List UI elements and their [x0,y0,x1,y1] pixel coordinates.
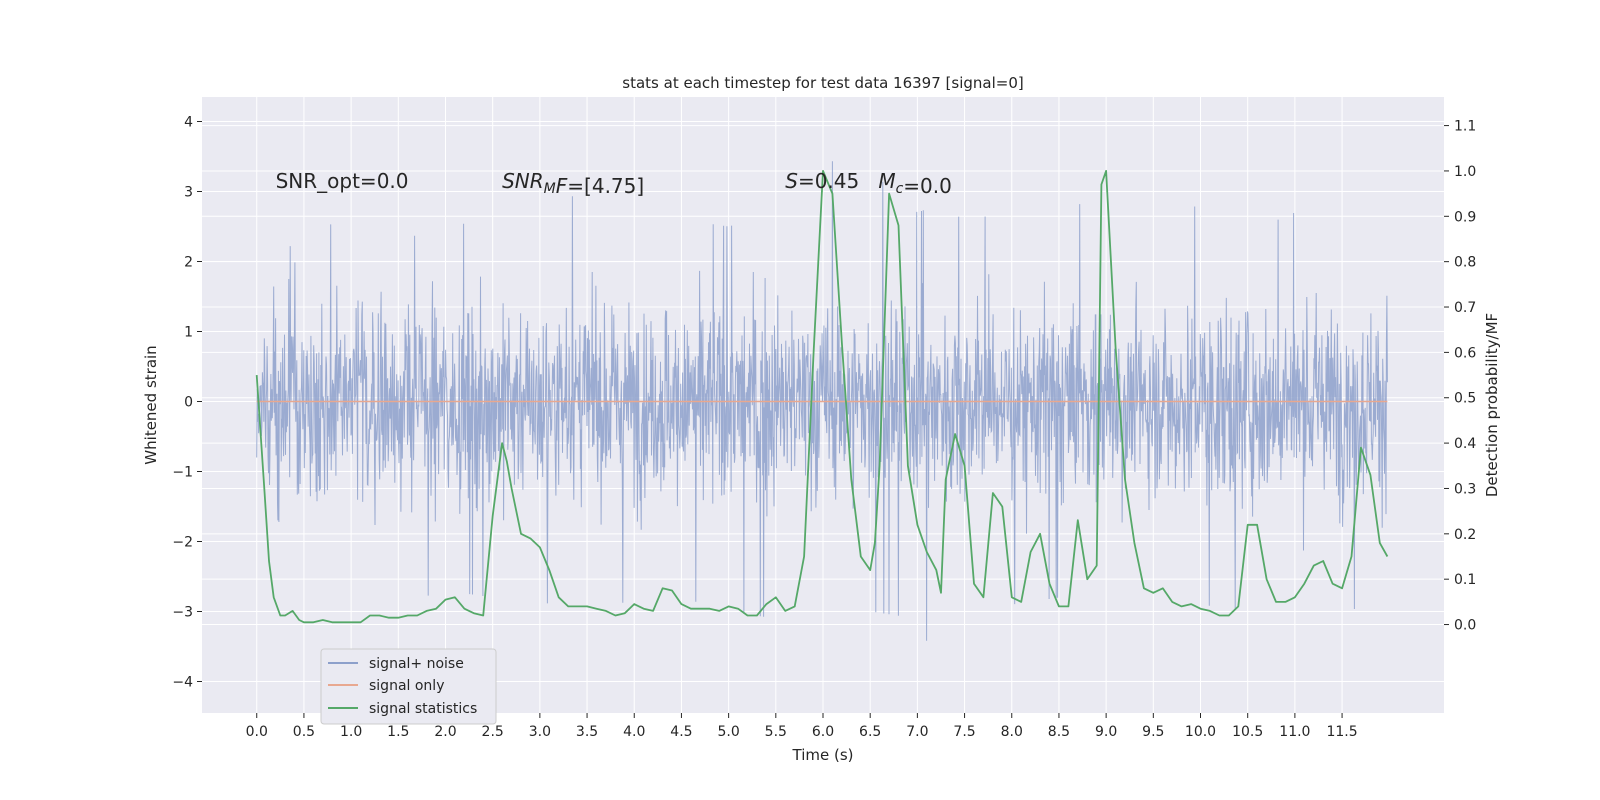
series-signal-noise [256,161,1388,641]
annotation-1: SNRMF=[4.75] [502,169,644,198]
x-axis-ticks: 0.0 0.5 1.0 1.5 2.0 2.5 3.0 3.5 4.0 4.5 5.0 5.5 6.0 6… [246,713,1358,740]
y2-tick-label: 0.5 [1454,391,1476,407]
y2-axis-label: Detection probability/MF [1483,313,1501,497]
y-tick-label: 4 [184,115,193,131]
x-tick-label: 1.5 [387,724,409,740]
y2-axis-ticks: 0.0 0.1 0.2 0.3 0.4 0.5 0.6 0.7 0.8 0.9 1.0 1.1 [1444,119,1476,634]
y2-tick-label: 0.1 [1454,572,1476,588]
y2-tick-label: 1.0 [1454,164,1476,180]
x-tick-label: 3.5 [576,724,598,740]
signal-noise-trace [256,161,1388,641]
y-tick-label: −1 [172,465,193,481]
chart-title: stats at each timestep for test data 163… [622,74,1023,92]
y2-tick-label: 0.0 [1454,618,1476,634]
x-tick-label: 4.0 [623,724,645,740]
plot-content [255,161,1389,641]
x-tick-label: 9.5 [1142,724,1164,740]
y2-tick-label: 0.3 [1454,481,1476,497]
y-tick-label: 0 [184,395,193,411]
annotation-part: c [896,181,904,197]
y2-tick-label: 0.4 [1454,436,1476,452]
legend-label-signal-statistics: signal statistics [369,701,477,717]
y2-tick-label: 0.6 [1454,345,1476,361]
legend-label-signal-only: signal only [369,678,444,694]
x-tick-label: 7.5 [953,724,975,740]
y-tick-label: −3 [172,605,193,621]
y-tick-label: 3 [184,185,193,201]
signal-statistics-line [255,170,1389,624]
annotation-part: SNR_opt=0.0 [276,169,409,193]
x-tick-label: 5.0 [717,724,739,740]
annotations: SNR_opt=0.0 SNRMF=[4.75] S=0.45 Mc=0.0 [276,169,952,198]
y-tick-label: 1 [184,325,193,341]
x-tick-label: 8.5 [1048,724,1070,740]
x-tick-label: 9.0 [1095,724,1117,740]
x-axis-label: Time (s) [792,746,854,764]
x-tick-label: 2.5 [482,724,504,740]
annotation-part: M [544,181,556,197]
annotation-part: F [556,174,568,198]
x-tick-label: 6.0 [812,724,834,740]
x-tick-label: 6.5 [859,724,881,740]
annotation-part: =0.0 [903,174,952,198]
y2-tick-label: 1.1 [1454,119,1476,135]
annotation-part: S [785,169,798,193]
y2-tick-label: 0.2 [1454,527,1476,543]
x-tick-label: 3.0 [529,724,551,740]
x-tick-label: 5.5 [765,724,787,740]
legend-label-signal-noise: signal+ noise [369,656,464,672]
y-tick-label: −4 [172,675,193,691]
x-tick-label: 7.0 [906,724,928,740]
x-tick-label: 0.0 [246,724,268,740]
x-tick-label: 0.5 [293,724,315,740]
x-tick-label: 2.0 [434,724,456,740]
series-signal-statistics [255,170,1389,624]
x-tick-label: 1.0 [340,724,362,740]
annotation-2: S=0.45 Mc=0.0 [785,169,952,198]
legend-box [320,648,497,725]
x-tick-label: 10.5 [1232,724,1263,740]
y-axis-ticks: −4 −3 −2 −1 0 1 2 3 4 [172,115,202,691]
annotation-part: SNR [502,169,544,193]
x-tick-label: 11.0 [1279,724,1310,740]
y2-tick-label: 0.9 [1454,209,1476,225]
x-tick-label: 8.0 [1001,724,1023,740]
y-axis-label: Whitened strain [142,345,160,464]
y-tick-label: 2 [184,255,193,271]
y2-tick-label: 0.7 [1454,300,1476,316]
annotation-part: M [878,169,895,193]
x-tick-label: 10.0 [1185,724,1216,740]
x-tick-label: 4.5 [670,724,692,740]
legend: signal+ noise signal only signal statist… [320,648,497,725]
annotation-0: SNR_opt=0.0 [276,169,409,193]
y2-tick-label: 0.8 [1454,255,1476,271]
y-tick-label: −2 [172,535,193,551]
annotation-part: =0.45 [798,169,878,193]
x-tick-label: 11.5 [1326,724,1357,740]
annotation-part: =[4.75] [567,174,644,198]
